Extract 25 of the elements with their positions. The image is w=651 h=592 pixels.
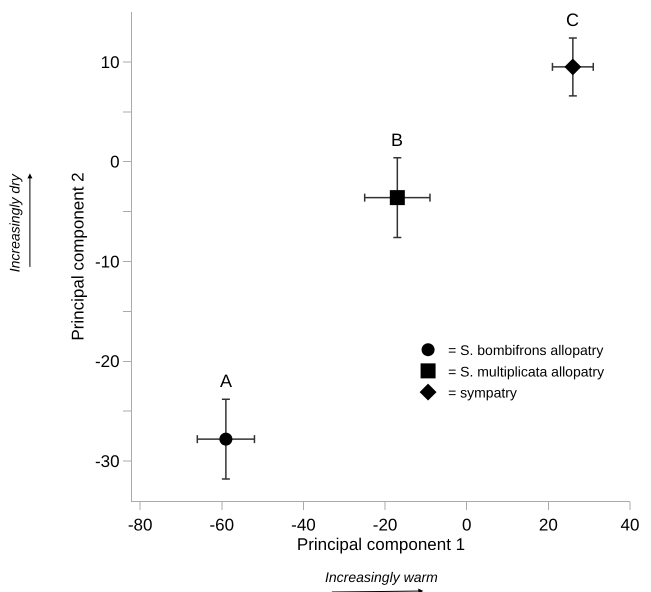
y-tick-label: -10 [95,252,120,272]
text: Increasingly warm [325,569,438,585]
y-tick-label: 0 [110,152,120,172]
text: Increasingly dry [6,173,23,272]
x-tick-label: 40 [620,515,640,534]
annotation: C [566,10,579,30]
x-tick-label: -60 [210,515,234,534]
y-axis-title: Principal component 2 [68,172,88,341]
x-tick-label: -40 [291,515,316,534]
x-tick-label: 20 [538,515,558,534]
x-tick-label: -20 [372,515,398,534]
y-tick-label: -30 [95,452,120,472]
legend-label: = S. multiplicata allopatry [448,363,604,380]
point [390,190,405,206]
y-tick-label: 10 [100,52,120,72]
legend-label: = sympatry [448,384,517,401]
x-tick-label: -80 [128,515,152,534]
point [219,432,232,446]
annotation: B [391,130,404,150]
x-axis-title: Principal component 1 [296,534,466,554]
annotation: A [220,371,232,391]
x-tick-label: 0 [462,515,472,534]
point [564,58,582,76]
y-tick-label: -20 [95,352,120,372]
legend-label: = S. bombifrons allopatry [448,342,604,358]
